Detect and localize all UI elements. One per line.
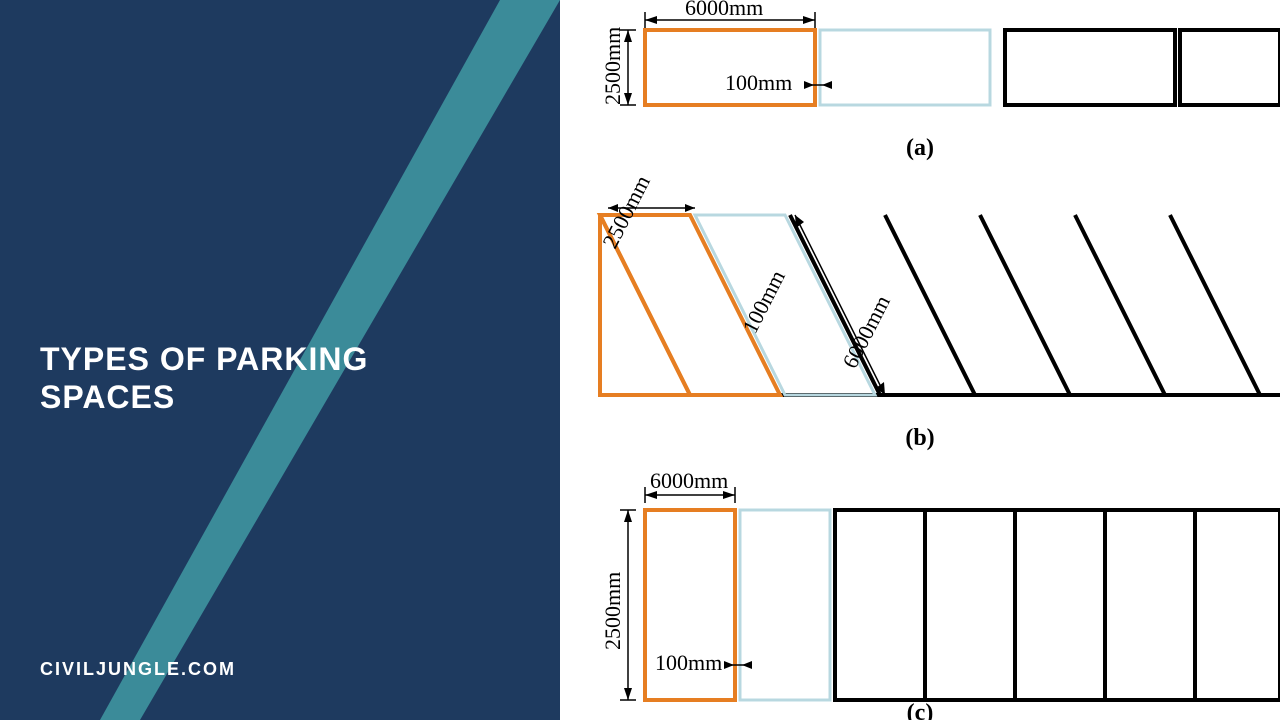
section-a: 6000mm 2500mm 100mm (a) (600, 0, 1280, 161)
dim-b-width: 2500mm (597, 171, 655, 252)
dim-b-gap: 100mm (737, 266, 790, 337)
space-a-3 (1005, 30, 1175, 105)
space-c-3 (835, 510, 925, 700)
diagram-area: 6000mm 2500mm 100mm (a) (560, 0, 1280, 720)
label-b: (b) (905, 425, 934, 451)
space-a-2 (820, 30, 990, 105)
dim-c-gap: 100mm (655, 650, 722, 675)
space-b-3 (695, 215, 875, 395)
page-title: TYPES OF PARKING SPACES (40, 340, 440, 417)
dim-c-width: 6000mm (650, 468, 728, 493)
label-c: (c) (907, 700, 934, 720)
left-panel: TYPES OF PARKING SPACES CIVILJUNGLE.COM (0, 0, 560, 720)
space-a-4 (1180, 30, 1280, 105)
space-b-5a (885, 215, 975, 395)
site-name: CIVILJUNGLE.COM (40, 659, 236, 680)
dim-a-gap: 100mm (725, 70, 792, 95)
dim-b-length: 6000mm (837, 291, 895, 372)
space-c-7 (1195, 510, 1280, 700)
space-b-7a (1075, 215, 1165, 395)
parking-diagram: 6000mm 2500mm 100mm (a) (560, 0, 1280, 720)
dim-a-height: 2500mm (600, 27, 625, 105)
space-c-4 (925, 510, 1015, 700)
section-b: 2500mm 100mm 6000mm (b) (597, 171, 1280, 451)
space-c-2 (740, 510, 830, 700)
space-c-6 (1105, 510, 1195, 700)
label-a: (a) (906, 135, 934, 161)
space-b-8a (1170, 215, 1260, 395)
section-c: 6000mm 2500mm 100mm (c) (600, 468, 1280, 720)
space-c-5 (1015, 510, 1105, 700)
dim-a-width: 6000mm (685, 0, 763, 20)
space-b-6a (980, 215, 1070, 395)
dim-c-height: 2500mm (600, 572, 625, 650)
